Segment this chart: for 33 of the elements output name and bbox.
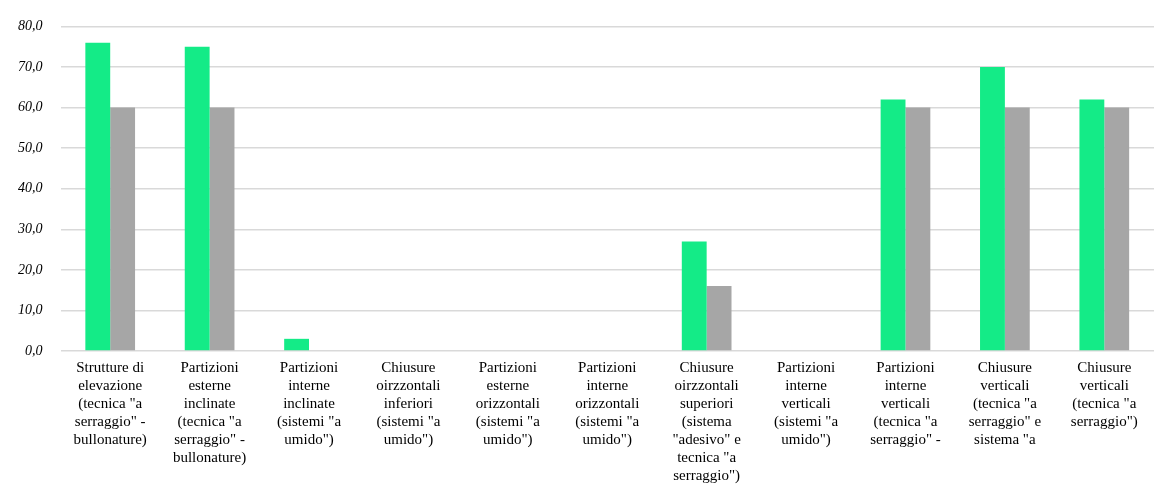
x-tick-label: Chiusure oirzzontali inferiori (sistemi "a umido") (376, 358, 441, 448)
y-tick-label: 30,0 (17, 220, 43, 236)
x-tick-label: Chiusure oirzzontali superiori (sistema "adesivo" e tecnica "a serraggio") (672, 358, 742, 484)
x-tick-label: Partizioni esterne inclinate (tecnica "a serraggio" - bullonature) (172, 358, 247, 466)
x-tick-label: Partizioni esterne orizzontali (sistemi "a umido") (475, 358, 541, 448)
x-tick-label: Partizioni interne orizzontali (sistemi "a umido") (575, 358, 640, 448)
bar (1079, 99, 1105, 351)
bar (110, 107, 136, 351)
bar (880, 99, 906, 351)
x-tick-label: Partizioni interne inclinate (sistemi "a umido") (277, 358, 342, 448)
x-tick-label: Partizioni interne verticali (sistemi "a umido") (774, 358, 839, 448)
y-tick-label: 0,0 (25, 342, 43, 358)
bar (85, 42, 111, 351)
bar (681, 241, 707, 351)
y-tick-label: 70,0 (18, 58, 43, 74)
bar (184, 46, 210, 351)
x-tick-label: Chiusure verticali (tecnica "a serraggio" e sistema "a (968, 358, 1042, 447)
y-tick-label: 40,0 (18, 180, 43, 196)
bar (1004, 107, 1030, 351)
x-tick-label: Strutture di elevazione (tecnica "a serraggio" - bullonature) (73, 358, 147, 448)
bar (284, 338, 310, 351)
y-tick-label: 60,0 (18, 99, 43, 115)
y-tick-label: 20,0 (18, 261, 43, 277)
y-tick-label: 50,0 (18, 139, 43, 155)
x-tick-label: Chiusure verticali (tecnica "a serraggio") (1070, 358, 1138, 430)
bar (980, 66, 1005, 351)
y-tick-label: 80,0 (18, 18, 43, 34)
bar (905, 107, 931, 351)
bar (1104, 107, 1130, 351)
bar (706, 286, 732, 351)
y-tick-label: 10,0 (18, 302, 43, 318)
bar (209, 107, 235, 351)
x-tick-label: Partizioni interne verticali (tecnica "a serraggio" - (870, 358, 941, 447)
